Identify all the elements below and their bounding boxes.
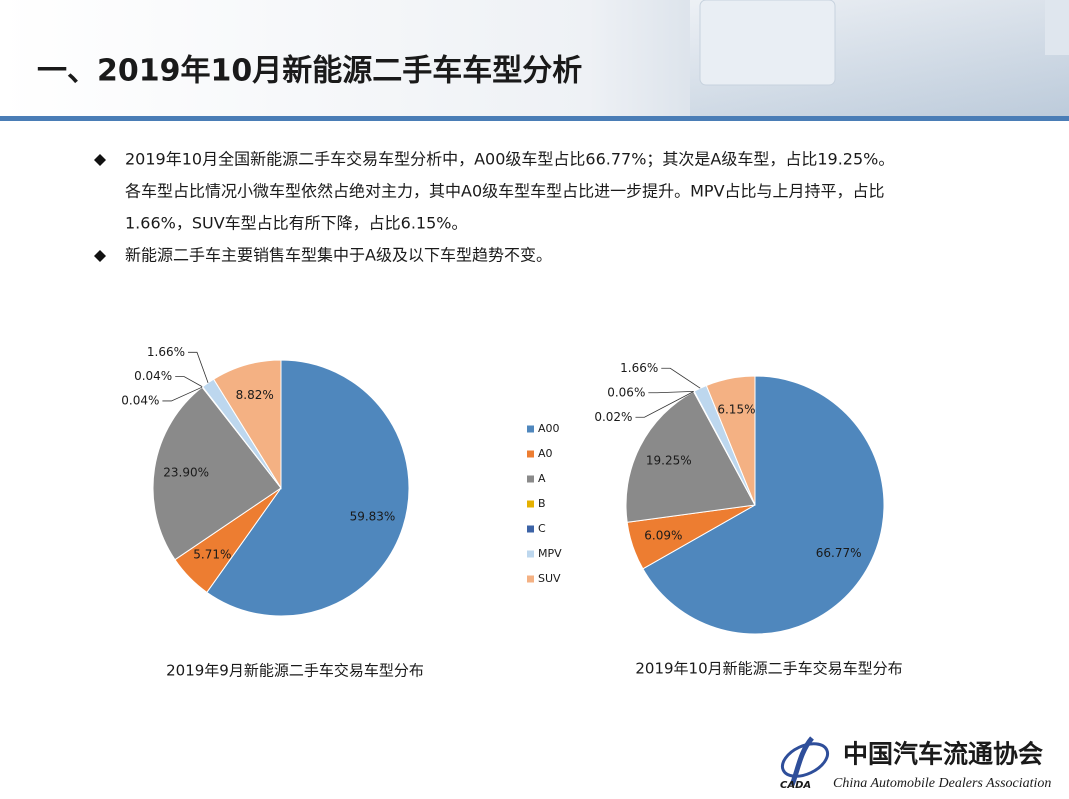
logo: 中国汽车流通协会 China Automobile Dealers Associ… bbox=[780, 736, 1051, 791]
data-label: 6.09% bbox=[644, 528, 682, 542]
data-label: 0.06% bbox=[607, 385, 645, 399]
data-label: 1.66% bbox=[147, 345, 185, 359]
logo-swoosh bbox=[780, 742, 830, 778]
data-label: 59.83% bbox=[350, 510, 396, 524]
leader-line bbox=[188, 351, 209, 383]
legend-swatch bbox=[527, 475, 534, 483]
pie-slice bbox=[206, 359, 410, 617]
legend-label: C bbox=[538, 522, 546, 535]
leader-line bbox=[661, 367, 701, 389]
legend-label: A bbox=[538, 472, 546, 485]
header-cube bbox=[1045, 0, 1069, 55]
legend-label: A0 bbox=[538, 447, 553, 460]
legend-swatch bbox=[527, 550, 534, 558]
legend-label: MPV bbox=[538, 547, 562, 560]
logo-cn: 中国汽车流通协会 bbox=[843, 740, 1043, 769]
logo-abbr: CADA bbox=[780, 780, 811, 791]
logo-en: China Automobile Dealers Association bbox=[833, 776, 1051, 791]
legend-swatch bbox=[527, 525, 534, 533]
data-label: 19.25% bbox=[646, 454, 692, 468]
bullet-text: 各车型占比情况小微车型依然占绝对主力，其中A0级车型车型占比进一步提升。MPV占… bbox=[125, 182, 885, 201]
legend-swatch bbox=[527, 575, 534, 583]
data-label: 0.04% bbox=[121, 393, 159, 407]
logo-swoosh bbox=[789, 736, 814, 786]
slide-title: 一、2019年10月新能源二手车车型分析 bbox=[37, 54, 582, 89]
bullet-marker bbox=[94, 250, 106, 262]
legend: A00 A0 ABC MPV SUV bbox=[527, 422, 562, 585]
leader-line bbox=[635, 391, 694, 418]
pie-slice bbox=[212, 359, 282, 490]
data-label: 0.02% bbox=[594, 410, 632, 424]
data-label: 6.15% bbox=[717, 403, 755, 417]
data-label: 0.04% bbox=[134, 369, 172, 383]
pie-slice bbox=[152, 386, 282, 561]
data-label: 8.82% bbox=[236, 388, 274, 402]
leader-line bbox=[175, 376, 203, 388]
leader-line bbox=[162, 386, 203, 402]
bullet-marker bbox=[94, 154, 106, 166]
legend-label: A00 bbox=[538, 422, 560, 435]
header-cube bbox=[699, 0, 836, 86]
legend-swatch bbox=[527, 450, 534, 458]
data-label: 5.71% bbox=[193, 548, 231, 562]
chart-title: 2019年9月新能源二手车交易车型分布 bbox=[166, 662, 424, 680]
pie-slice bbox=[642, 375, 885, 635]
legend-swatch bbox=[527, 500, 534, 508]
chart-title: 2019年10月新能源二手车交易车型分布 bbox=[635, 660, 902, 678]
data-label: 1.66% bbox=[620, 361, 658, 375]
pie-slice bbox=[705, 375, 756, 506]
bullet-text: 2019年10月全国新能源二手车交易车型分析中，A00级车型占比66.77%；其… bbox=[125, 150, 894, 169]
bullet-text: 新能源二手车主要销售车型集中于A级及以下车型趋势不变。 bbox=[125, 246, 552, 265]
legend-label: B bbox=[538, 497, 546, 510]
leader-line bbox=[648, 390, 695, 394]
legend-label: SUV bbox=[538, 572, 561, 585]
legend-swatch bbox=[527, 425, 534, 433]
data-label: 23.90% bbox=[163, 466, 209, 480]
bullet-text: 1.66%，SUV车型占比有所下降，占比6.15%。 bbox=[125, 214, 467, 233]
pie-slice bbox=[625, 390, 756, 523]
header-rule bbox=[0, 116, 1069, 121]
data-label: 66.77% bbox=[816, 546, 862, 560]
